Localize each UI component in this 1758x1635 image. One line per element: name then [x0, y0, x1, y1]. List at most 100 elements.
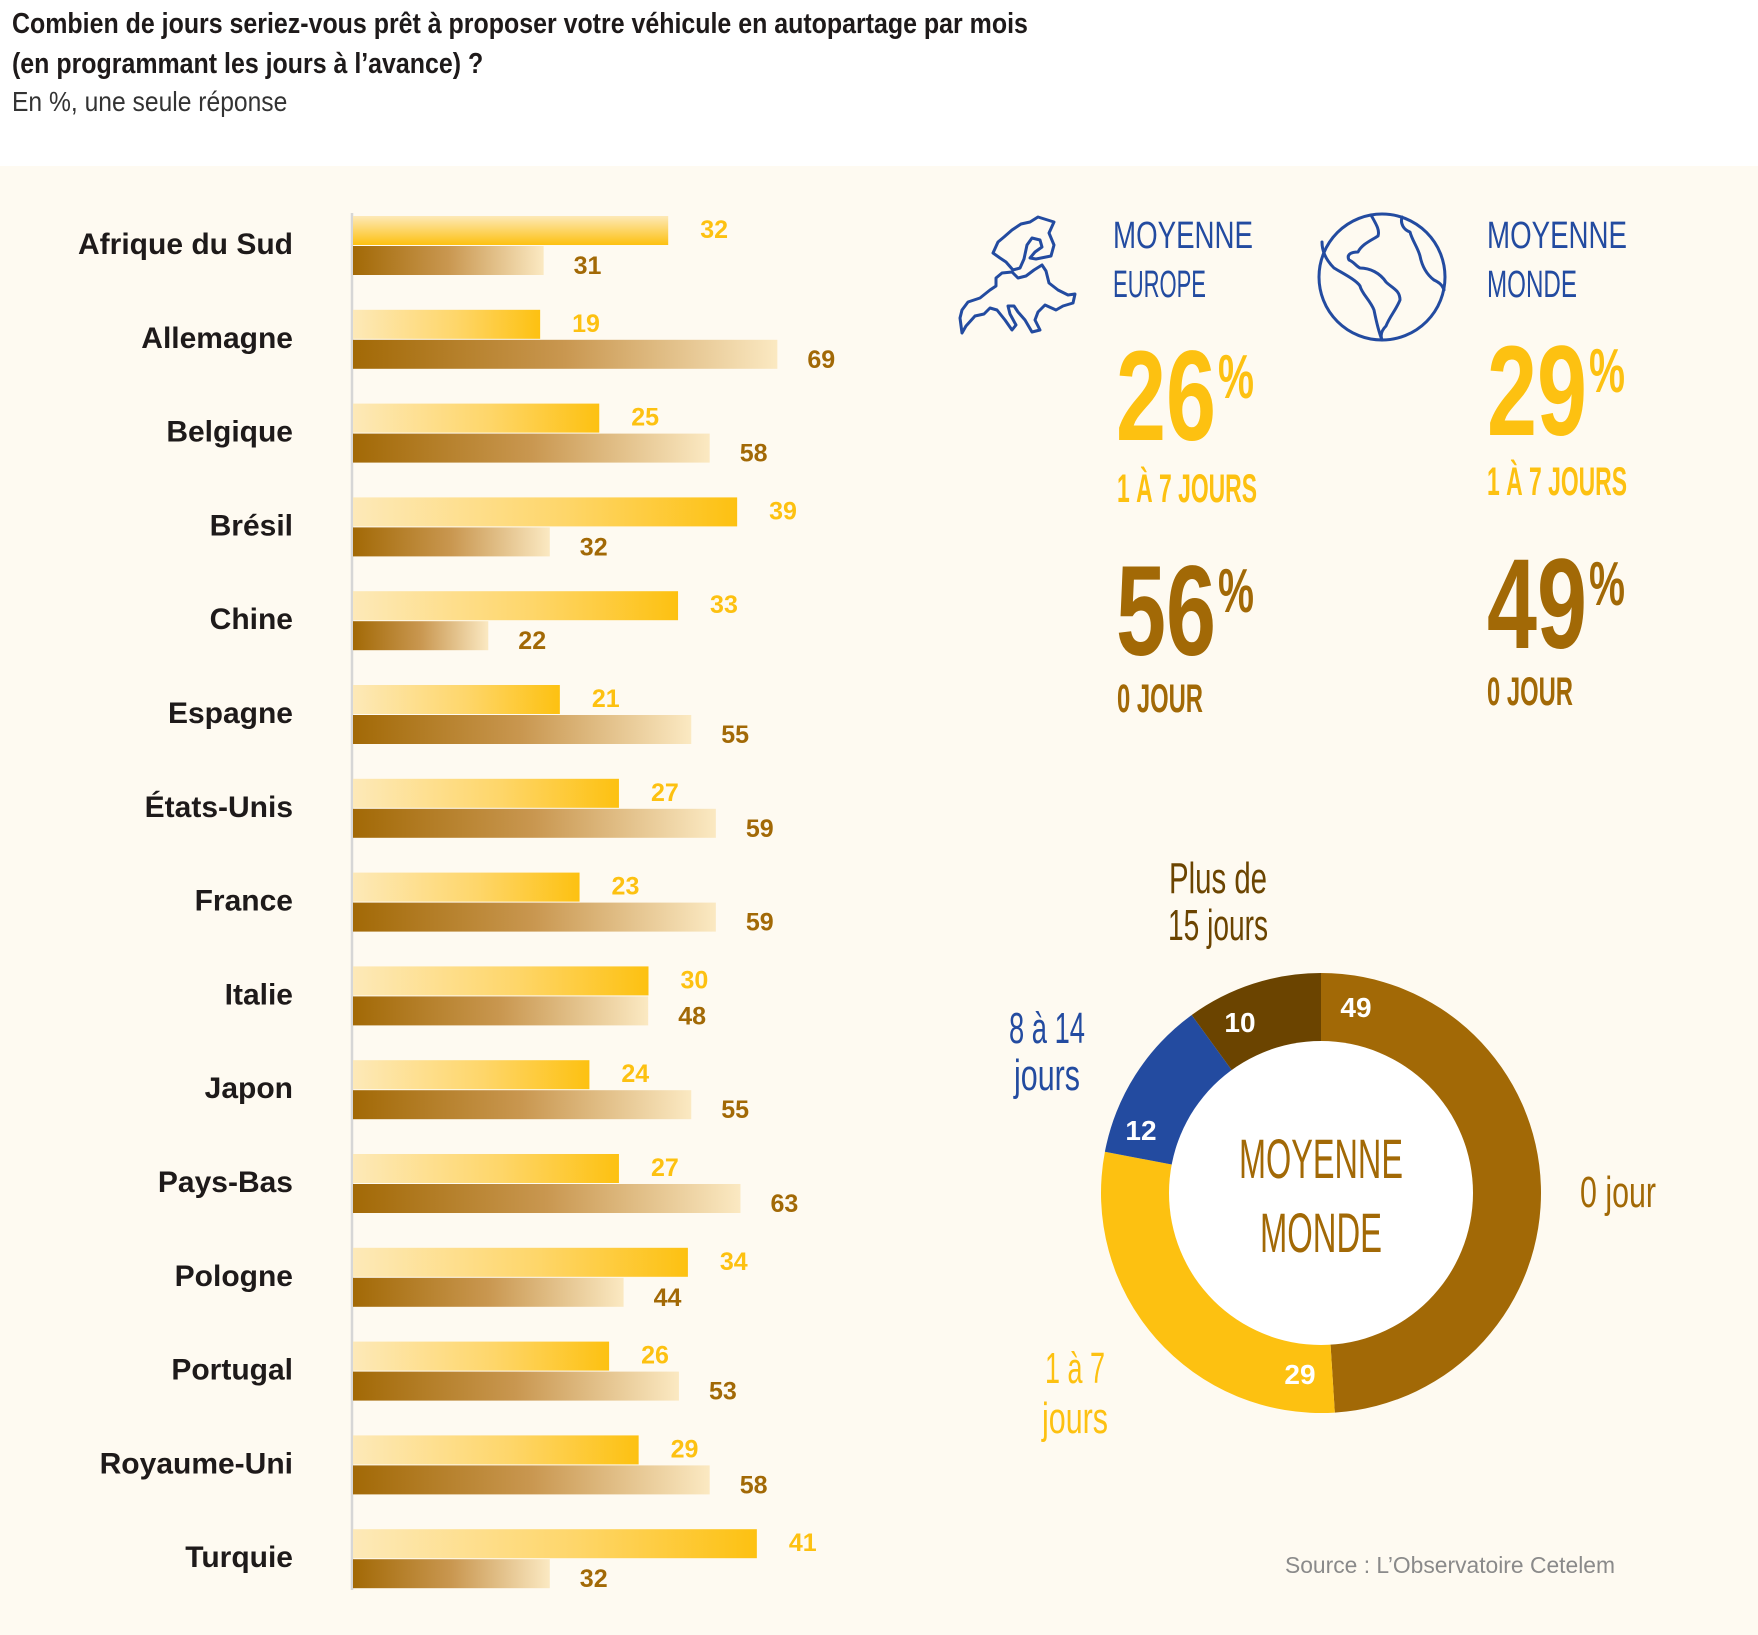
country-label: Portugal	[171, 1354, 293, 1387]
bar-1-a-7-jours	[353, 778, 619, 808]
bar-0-jour	[353, 1559, 550, 1589]
donut-center-line1: MOYENNE	[1239, 1127, 1403, 1190]
donut-slice	[1104, 1015, 1233, 1165]
europe-label-line2: EUROPE	[1113, 264, 1206, 306]
bar-1-a-7-jours	[353, 591, 679, 621]
source-note: Source : L’Observatoire Cetelem	[1285, 1552, 1615, 1578]
bar-row: Japon 24 55	[205, 1060, 749, 1124]
value-label-1-a-7-jours: 26	[641, 1342, 669, 1370]
world-label-line2: MONDE	[1487, 264, 1577, 306]
donut-category-label: Plus de	[1169, 854, 1267, 903]
bar-row: Royaume-Uni 29 58	[100, 1435, 768, 1499]
value-label-0-jour: 32	[580, 533, 608, 561]
bar-0-jour	[353, 1277, 624, 1307]
europe-stat2-percent: %	[1218, 557, 1254, 626]
bar-chart: Afrique du Sud 32 31 Allemagne 19 69 Belgique 2…	[78, 213, 835, 1593]
value-label-0-jour: 58	[740, 1471, 768, 1499]
value-label-0-jour: 53	[709, 1378, 737, 1406]
title-line-1: Combien de jours seriez-vous prêt à prop…	[12, 8, 1028, 40]
donut-value-label: 12	[1125, 1115, 1156, 1146]
country-label: France	[195, 885, 293, 918]
value-label-0-jour: 48	[678, 1002, 706, 1030]
value-label-0-jour: 55	[721, 721, 749, 749]
value-label-0-jour: 69	[807, 346, 835, 374]
country-label: Pologne	[175, 1260, 293, 1293]
donut-category-label: 0 jour	[1580, 1168, 1656, 1217]
donut-category-label: 8 à 14	[1009, 1004, 1085, 1053]
bar-0-jour	[353, 902, 716, 932]
bar-0-jour	[353, 433, 710, 463]
donut-category-label: jours	[1013, 1051, 1080, 1100]
bar-1-a-7-jours	[353, 1341, 610, 1371]
country-label: Allemagne	[141, 322, 293, 355]
bar-1-a-7-jours	[353, 1435, 639, 1465]
bar-1-a-7-jours	[353, 685, 560, 714]
country-label: Pays-Bas	[158, 1166, 293, 1199]
value-label-0-jour: 59	[746, 909, 774, 937]
donut-center-line2: MONDE	[1260, 1201, 1382, 1264]
europe-stat1-label: 1 À 7 JOURS	[1117, 466, 1257, 511]
chart-panel	[0, 166, 1758, 1635]
bar-0-jour	[353, 1465, 710, 1495]
country-label: Turquie	[185, 1541, 293, 1574]
value-label-1-a-7-jours: 25	[631, 404, 659, 432]
donut-category-label: 1 à 7	[1045, 1344, 1105, 1393]
value-label-0-jour: 63	[770, 1190, 798, 1218]
bar-1-a-7-jours	[353, 309, 541, 339]
donut-category-label: jours	[1041, 1394, 1108, 1443]
value-label-1-a-7-jours: 27	[651, 779, 679, 807]
header: Combien de jours seriez-vous prêt à prop…	[0, 0, 1758, 166]
value-label-0-jour: 32	[580, 1565, 608, 1593]
bar-0-jour	[353, 1371, 679, 1401]
country-label: Italie	[225, 978, 293, 1011]
europe-average: MOYENNE EUROPE 26 % 1 À 7 JOURS 56 % 0 J…	[958, 215, 1257, 721]
bar-row: Italie 30 48	[225, 966, 708, 1030]
donut-value-label: 49	[1340, 992, 1371, 1023]
value-label-1-a-7-jours: 21	[592, 685, 620, 713]
bar-row: Pays-Bas 27 63	[158, 1154, 798, 1218]
country-label: Afrique du Sud	[78, 228, 293, 261]
bar-1-a-7-jours	[353, 1154, 619, 1183]
value-label-1-a-7-jours: 19	[572, 310, 600, 338]
chart-title: Combien de jours seriez-vous prêt à prop…	[12, 4, 1302, 84]
world-stat1-value: 29	[1487, 320, 1587, 463]
bar-1-a-7-jours	[353, 966, 649, 996]
country-label: Brésil	[210, 509, 293, 542]
bar-1-a-7-jours	[353, 497, 738, 527]
world-stat2-value: 49	[1487, 533, 1587, 676]
value-label-0-jour: 58	[740, 440, 768, 468]
bar-0-jour	[353, 996, 649, 1026]
value-label-1-a-7-jours: 34	[720, 1248, 748, 1276]
europe-stat1-percent: %	[1218, 343, 1254, 412]
world-average: MOYENNE MONDE 29 % 1 À 7 JOURS 49 % 0 JO…	[1317, 212, 1627, 714]
bar-row: Portugal 26 53	[171, 1341, 737, 1406]
value-label-1-a-7-jours: 32	[700, 216, 728, 244]
europe-map-icon	[958, 215, 1077, 335]
world-label-line1: MOYENNE	[1487, 215, 1627, 257]
europe-label-line1: MOYENNE	[1113, 215, 1253, 257]
value-label-1-a-7-jours: 27	[651, 1154, 679, 1182]
value-label-0-jour: 59	[746, 815, 774, 843]
donut-slice	[1101, 1151, 1335, 1414]
bar-1-a-7-jours	[353, 216, 669, 245]
bar-1-a-7-jours	[353, 1529, 757, 1559]
world-stat2-percent: %	[1589, 550, 1625, 619]
value-label-1-a-7-jours: 23	[612, 873, 640, 901]
donut-value-label: 29	[1284, 1359, 1315, 1390]
world-stat2-label: 0 JOUR	[1487, 670, 1573, 714]
europe-stat2-label: 0 JOUR	[1117, 677, 1203, 721]
bar-1-a-7-jours	[353, 872, 580, 902]
country-label: Chine	[210, 603, 293, 636]
bar-1-a-7-jours	[353, 1060, 590, 1090]
bar-0-jour	[353, 1184, 741, 1213]
country-label: États-Unis	[145, 790, 293, 824]
bar-0-jour	[353, 621, 489, 651]
world-stat1-label: 1 À 7 JOURS	[1487, 459, 1627, 504]
donut-value-label: 10	[1224, 1007, 1255, 1038]
bar-0-jour	[353, 339, 778, 369]
bar-row: Afrique du Sud 32 31	[78, 216, 728, 280]
world-stat1-percent: %	[1589, 337, 1625, 406]
value-label-0-jour: 31	[574, 252, 602, 280]
